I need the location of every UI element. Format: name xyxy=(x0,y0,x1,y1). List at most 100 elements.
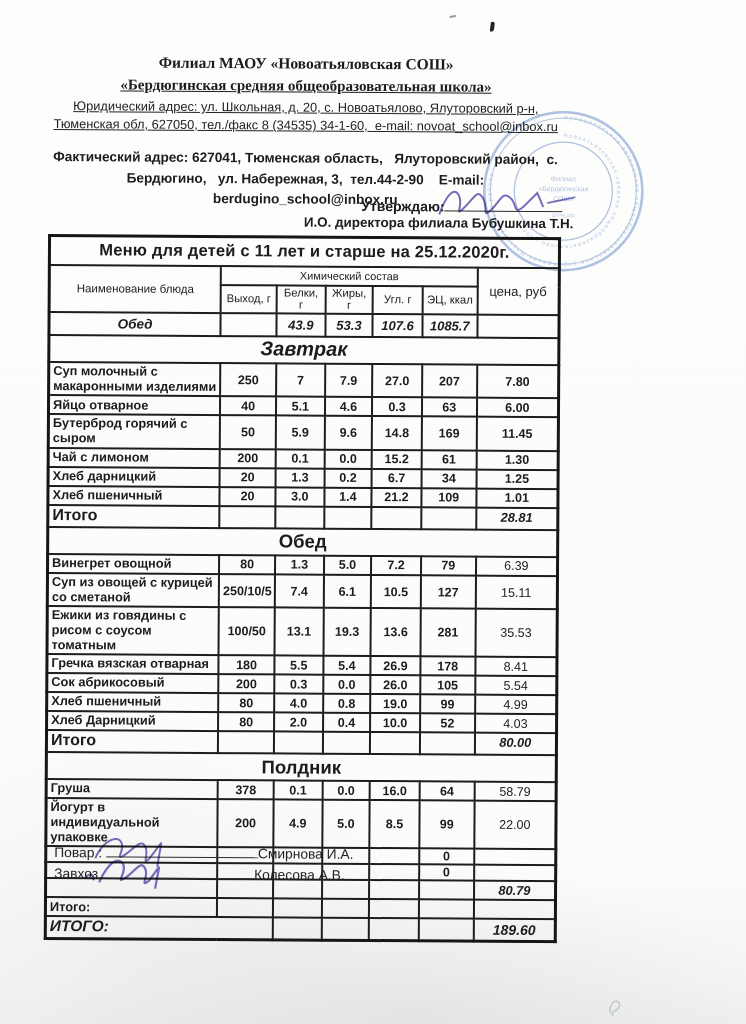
scan-smudge xyxy=(609,1000,621,1017)
nutrition-cell: 7.4 xyxy=(274,574,324,608)
nutrition-cell: 169 xyxy=(421,416,477,451)
nutrition-cell: 0.3 xyxy=(372,397,422,417)
nutrition-cell: 250/10/5 xyxy=(218,573,276,608)
nutrition-cell: 0.1 xyxy=(275,449,325,469)
section-total-row: Итого 28.81 xyxy=(47,504,558,530)
nutrition-cell xyxy=(321,899,370,919)
nutrition-cell: 16.0 xyxy=(369,781,420,801)
scan-mark-tick xyxy=(489,21,495,32)
nutrition-cell: 99 xyxy=(420,694,475,714)
nutrition-cell: 64 xyxy=(419,781,475,801)
nutrition-cell: 5.5 xyxy=(274,655,324,676)
menu-table: Меню для детей с 11 лет и старше на 25.1… xyxy=(43,234,562,944)
nutrition-cell: 0.2 xyxy=(324,468,372,488)
menu-row: Бутерброд горячий с сыром 50 5.9 9.6 14.8 169… xyxy=(48,414,559,451)
nutrition-cell xyxy=(418,899,474,920)
nutrition-cell: 7.9 xyxy=(324,363,373,398)
dish-name-cell: Сок абрикосовый xyxy=(46,673,219,694)
nutrition-cell: 20 xyxy=(219,467,276,488)
price-cell: 15.11 xyxy=(475,575,558,610)
nutrition-cell: 378 xyxy=(217,780,274,800)
nutrition-cell: 107.6 xyxy=(372,313,423,338)
grand-total-row: ИТОГО: 189.60 xyxy=(45,916,556,943)
nutrition-cell: 15.2 xyxy=(371,449,422,470)
nutrition-cell: 3.0 xyxy=(275,487,325,507)
nutrition-cell: 43.9 xyxy=(276,313,326,337)
col-header-protein: Белки, г xyxy=(276,285,326,314)
nutrition-cell: 178 xyxy=(420,656,476,676)
section-title: Обед xyxy=(47,526,558,557)
nutrition-cell: 200 xyxy=(217,799,274,848)
menu-row: Ежики из говядины с рисом с соусом томат… xyxy=(46,606,558,658)
nutrition-cell: 26.0 xyxy=(370,675,421,695)
grand-total-price-cell: 189.60 xyxy=(473,919,556,943)
section-title: Завтрак xyxy=(48,335,559,366)
nutrition-cell: 127 xyxy=(420,575,476,609)
zavhoz-label: Завхоз xyxy=(54,866,99,882)
nutrition-cell: 52 xyxy=(419,713,475,733)
cook-signature-row: Повар : Смирнова И.А. xyxy=(54,845,353,868)
price-cell xyxy=(477,314,560,339)
nutrition-cell: 13.6 xyxy=(370,608,421,657)
nutrition-cell xyxy=(370,732,420,755)
nutrition-cell xyxy=(220,313,277,337)
nutrition-cell: 6.1 xyxy=(323,574,372,609)
nutrition-cell: 0 xyxy=(419,848,474,866)
nutrition-cell: 1.3 xyxy=(275,468,325,488)
nutrition-cell xyxy=(272,898,322,919)
nutrition-cell xyxy=(322,732,371,755)
dish-name-cell: Суп молочный с макаронными изделиями xyxy=(48,362,221,397)
nutrition-cell xyxy=(217,898,274,918)
nutrition-cell: 21.2 xyxy=(371,487,422,508)
price-cell: 1.01 xyxy=(476,488,559,508)
nutrition-cell: 79 xyxy=(420,556,476,576)
nutrition-cell: 105 xyxy=(420,675,476,695)
total-label-cell: Итого: xyxy=(45,897,218,918)
nutrition-cell: 19.0 xyxy=(370,694,421,714)
approval-block: Утверждаю: xyxy=(361,197,563,215)
nutrition-cell: 10.0 xyxy=(370,713,421,733)
dish-name-cell: Винегрет овощной xyxy=(47,553,220,574)
section-total-row: Итого 80.00 xyxy=(46,730,557,756)
org-name-line2: «Бердюгинская средняя общеобразовательна… xyxy=(120,77,492,97)
cook-name: Смирнова И.А. xyxy=(257,846,354,862)
price-cell: 80.79 xyxy=(473,881,556,901)
nutrition-cell xyxy=(418,918,474,942)
zavhoz-signature-line xyxy=(98,866,255,880)
nutrition-cell: 250 xyxy=(220,363,277,397)
nutrition-cell xyxy=(368,918,419,942)
price-cell: 5.54 xyxy=(474,675,557,696)
nutrition-cell: 53.3 xyxy=(325,313,373,337)
cook-signature-line xyxy=(105,845,258,859)
nutrition-cell xyxy=(219,505,276,529)
dish-name-cell: Ежики из говядины с рисом с соусом томат… xyxy=(46,606,219,656)
nutrition-cell: 100/50 xyxy=(218,607,275,656)
grand-total-label-cell: ИТОГО: xyxy=(45,916,273,941)
actual-address-line1: Фактический адрес: 627041, Тюменская обл… xyxy=(53,149,558,168)
price-cell: 22.00 xyxy=(473,800,557,850)
menu-row: Суп молочный с макаронными изделиями 250 7… xyxy=(48,362,559,399)
nutrition-cell: 0.0 xyxy=(322,675,371,695)
header-row-group: Наименование блюда Химический состав цен… xyxy=(49,265,560,316)
dish-name-cell: Чай с лимоном xyxy=(48,447,220,468)
menu-title-row: Меню для детей с 11 лет и старше на 25.1… xyxy=(49,235,560,269)
nutrition-cell xyxy=(272,917,322,941)
section-title: Полдник xyxy=(46,752,557,783)
nutrition-cell: 26.9 xyxy=(370,656,421,676)
col-header-name: Наименование блюда xyxy=(49,265,222,314)
nutrition-cell: 27.0 xyxy=(372,363,423,398)
nutrition-cell: 0 xyxy=(418,864,474,882)
nutrition-cell xyxy=(369,899,419,919)
dish-name-cell: Хлеб пшеничный xyxy=(47,485,220,506)
nutrition-cell xyxy=(273,731,323,755)
menu-row: Суп из овощей с курицей со сметаной 250/1… xyxy=(47,572,558,610)
price-cell: 7.80 xyxy=(476,364,559,399)
nutrition-cell: 1.3 xyxy=(275,555,324,575)
nutrition-cell: 14.8 xyxy=(371,416,422,451)
zavhoz-name: Колесова А.В. xyxy=(254,867,345,883)
nutrition-cell xyxy=(218,731,275,754)
nutrition-cell: 99 xyxy=(419,800,475,850)
total-price-cell: 28.81 xyxy=(475,507,558,530)
nutrition-cell: 180 xyxy=(218,655,275,675)
nutrition-cell xyxy=(321,918,370,941)
